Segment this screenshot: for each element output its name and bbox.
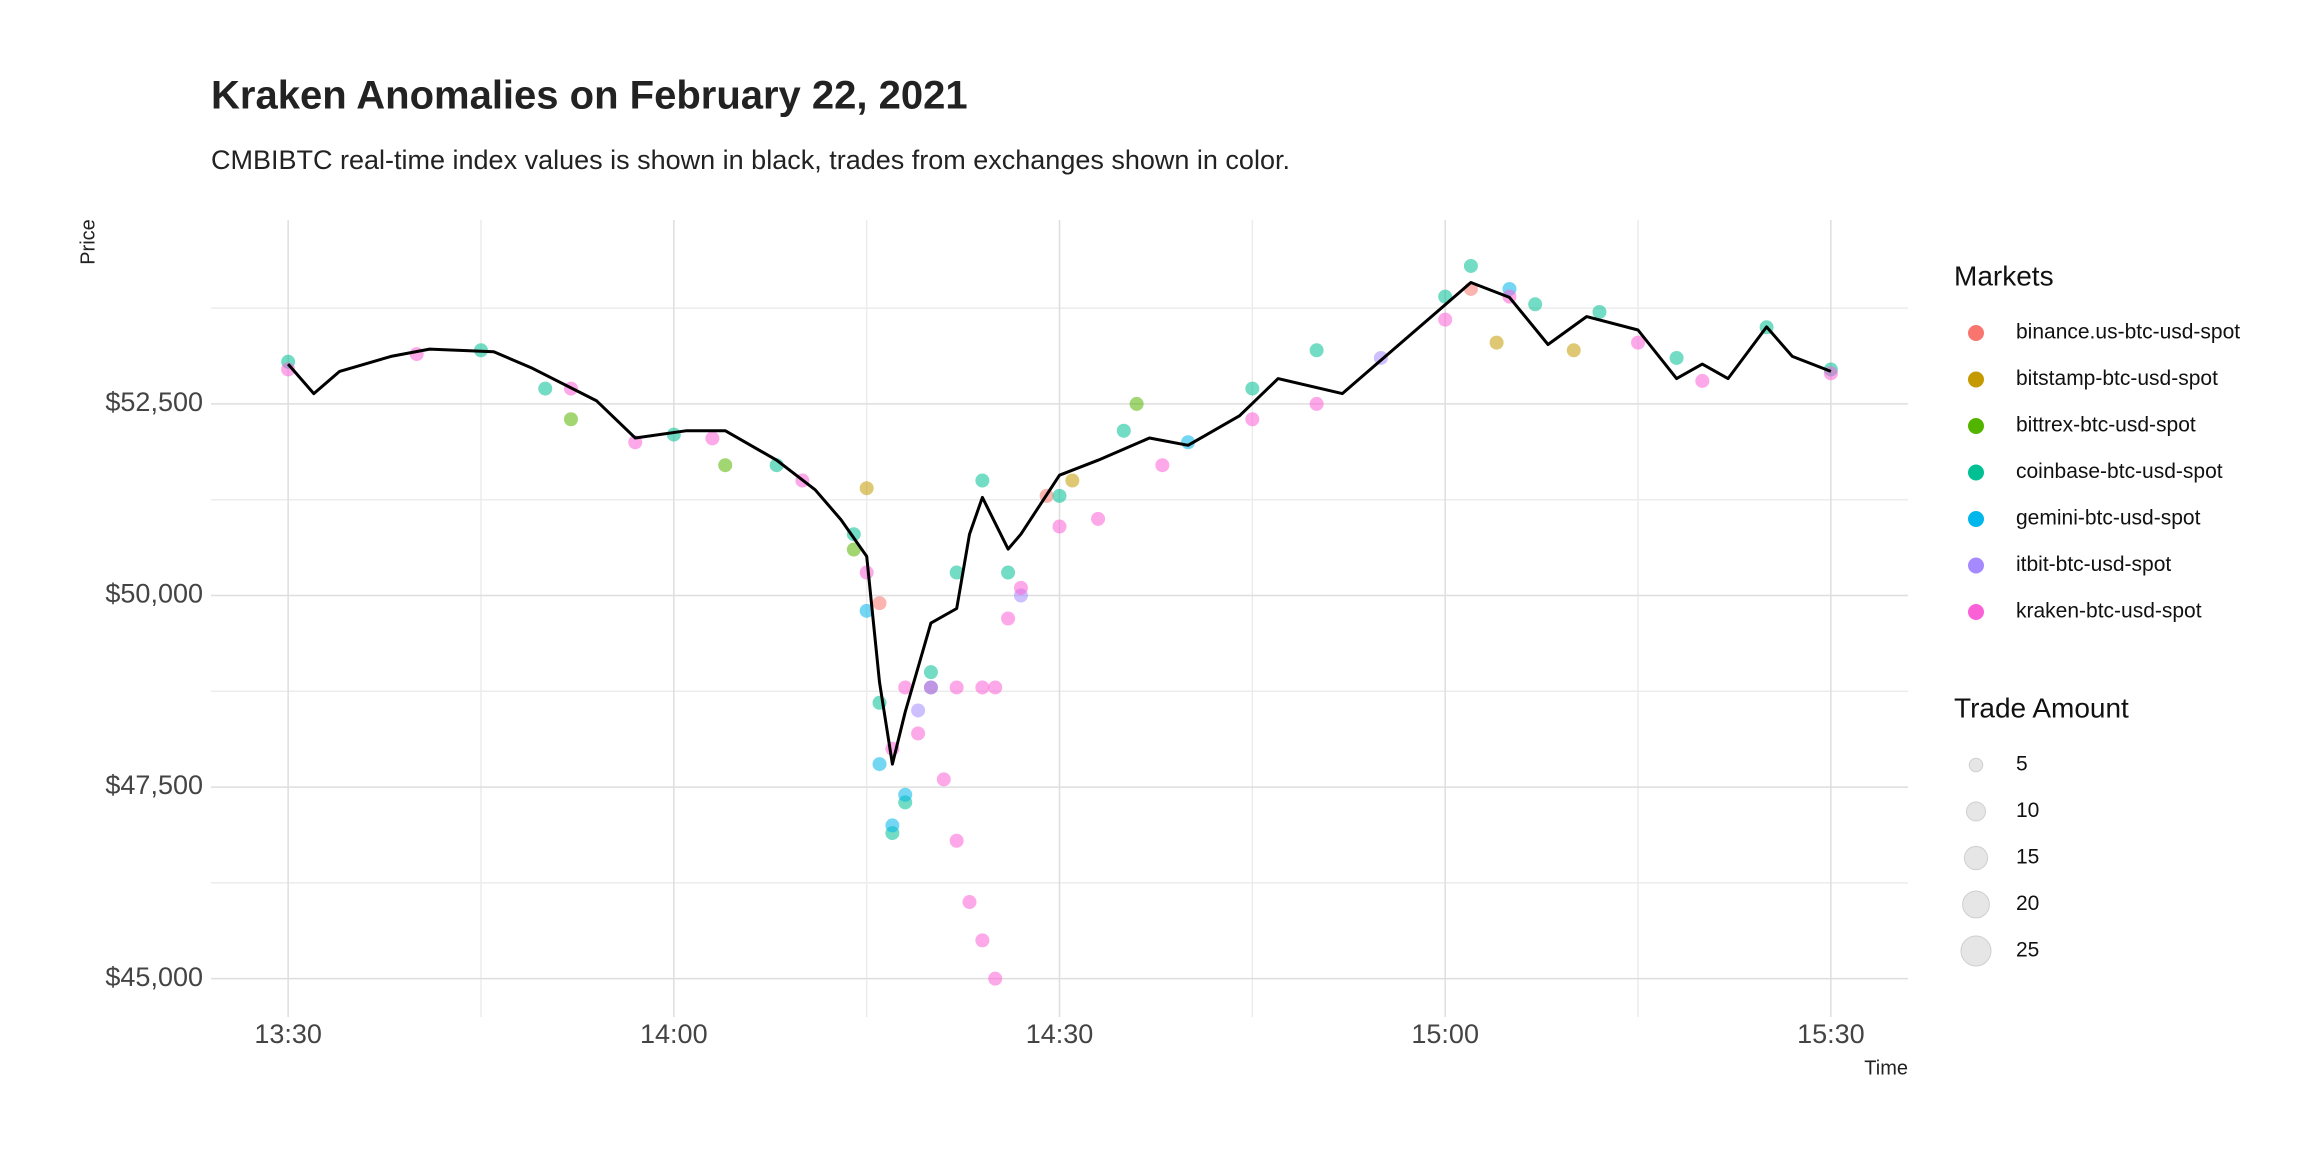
- y-tick-label: $47,500: [105, 770, 203, 800]
- y-tick-label: $45,000: [105, 962, 203, 992]
- trade-point: [975, 473, 990, 488]
- size-legend-label: 20: [2016, 892, 2039, 915]
- trade-point: [1566, 343, 1581, 358]
- legend-swatch: [1968, 557, 1984, 574]
- legend-swatch: [1968, 511, 1984, 527]
- size-legend-label: 25: [2016, 939, 2039, 962]
- size-legend-label: 15: [2016, 846, 2039, 869]
- size-legend-swatch: [1960, 935, 1992, 967]
- trade-point: [1052, 519, 1067, 534]
- legend-label: itbit-btc-usd-spot: [2016, 553, 2171, 576]
- trade-point: [975, 680, 990, 695]
- index-line: [286, 281, 1832, 766]
- trade-point: [872, 757, 887, 772]
- legend-swatch: [1968, 418, 1984, 434]
- trade-point: [538, 381, 553, 396]
- x-tick-label: 15:00: [1411, 1019, 1479, 1049]
- legend-label: bittrex-btc-usd-spot: [2016, 414, 2196, 437]
- legend-label: coinbase-btc-usd-spot: [2016, 460, 2223, 483]
- trade-point: [1489, 335, 1504, 350]
- trade-point: [885, 818, 900, 833]
- size-legend-swatch: [1966, 801, 1986, 822]
- trade-point: [1155, 458, 1170, 473]
- size-legend-swatch: [1968, 757, 1984, 773]
- trade-point: [1129, 396, 1144, 411]
- chart-subtitle: CMBIBTC real-time index values is shown …: [211, 145, 1290, 175]
- trade-point: [1001, 611, 1016, 626]
- legend-label: gemini-btc-usd-spot: [2016, 507, 2201, 530]
- x-tick-label: 13:30: [254, 1019, 322, 1049]
- trade-point: [898, 680, 913, 695]
- trade-point: [949, 833, 964, 848]
- trade-point: [1309, 396, 1324, 411]
- size-legend-title: Trade Amount: [1954, 692, 2129, 723]
- legend-swatch: [1968, 325, 1984, 341]
- chart-title: Kraken Anomalies on February 22, 2021: [211, 74, 968, 118]
- trade-point: [859, 481, 874, 496]
- y-tick-label: $52,500: [105, 387, 203, 417]
- trade-point: [1528, 297, 1543, 312]
- trade-point: [962, 895, 977, 910]
- x-tick-label: 14:30: [1026, 1019, 1094, 1049]
- trade-point: [911, 726, 926, 741]
- x-tick-label: 14:00: [640, 1019, 708, 1049]
- x-tick-label: 15:30: [1797, 1019, 1865, 1049]
- trade-point: [898, 787, 913, 802]
- trade-point: [1052, 488, 1067, 503]
- trade-point: [988, 971, 1003, 986]
- trade-point: [872, 596, 887, 611]
- trade-point: [949, 565, 964, 580]
- trade-point: [1116, 423, 1131, 438]
- trade-point: [936, 772, 951, 787]
- legend-swatch: [1968, 371, 1984, 388]
- size-legend-swatch: [1963, 845, 1989, 871]
- trade-point: [923, 665, 938, 680]
- trade-point: [563, 412, 578, 427]
- trade-point: [1592, 304, 1607, 319]
- trade-point: [1669, 350, 1684, 365]
- trade-point: [949, 680, 964, 695]
- trade-point: [1245, 412, 1260, 427]
- trade-point: [1309, 343, 1324, 358]
- trade-point: [1065, 473, 1080, 488]
- x-axis-label: Time: [1864, 1057, 1908, 1079]
- trade-point: [1091, 511, 1106, 526]
- legend-swatch: [1968, 464, 1984, 481]
- trade-point: [1438, 312, 1453, 327]
- legend-label: kraken-btc-usd-spot: [2016, 600, 2202, 623]
- trade-point: [1463, 258, 1478, 273]
- trade-point: [911, 703, 926, 718]
- legend-label: binance.us-btc-usd-spot: [2016, 321, 2240, 344]
- trade-point: [718, 458, 733, 473]
- trade-point: [988, 680, 1003, 695]
- size-legend-swatch: [1962, 890, 1990, 919]
- trade-point: [1001, 565, 1016, 580]
- legend-label: bitstamp-btc-usd-spot: [2016, 367, 2218, 390]
- trade-point: [859, 603, 874, 618]
- trade-point: [846, 542, 861, 557]
- trade-point: [1631, 335, 1646, 350]
- y-tick-label: $50,000: [105, 579, 203, 609]
- legend-title: Markets: [1954, 260, 2054, 291]
- size-legend-label: 5: [2016, 753, 2028, 776]
- y-axis-label: Price: [77, 219, 99, 265]
- trade-point: [1245, 381, 1260, 396]
- trade-point: [923, 680, 938, 695]
- trade-point: [975, 933, 990, 948]
- trade-point: [705, 431, 720, 446]
- size-legend-label: 10: [2016, 799, 2039, 822]
- trade-point: [1695, 373, 1710, 388]
- legend-swatch: [1968, 604, 1984, 620]
- trade-point: [1013, 580, 1028, 595]
